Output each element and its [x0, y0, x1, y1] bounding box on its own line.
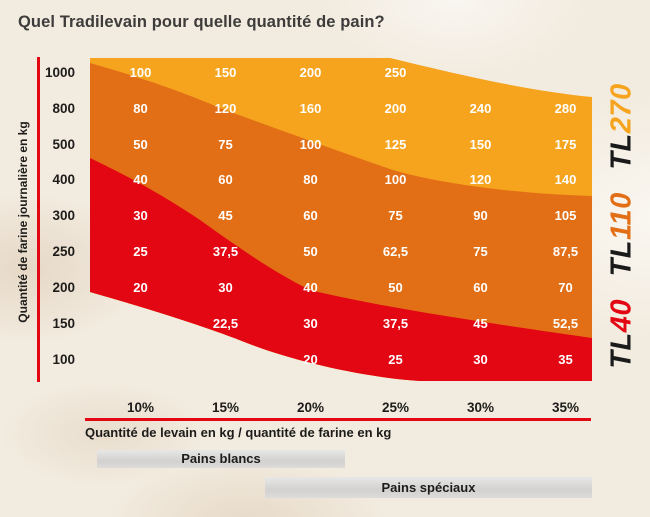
matrix-cell: 80	[133, 101, 148, 116]
product-tl40: TL40	[606, 299, 638, 369]
value-row: 22,5 30 37,5 45 52,5	[98, 315, 608, 333]
product-tl110: TL110	[606, 192, 638, 276]
legend-pains-blancs: Pains blancs	[97, 450, 345, 468]
matrix-cell: 60	[303, 208, 318, 223]
matrix-cell: 37,5	[212, 244, 239, 259]
matrix-cell: 125	[384, 137, 407, 152]
value-row: 20 30 40 50 60 70	[98, 279, 608, 297]
value-row: 30 45 60 75 90 105	[98, 207, 608, 225]
y-axis-label: 100	[52, 352, 75, 367]
product-tl270: TL270	[606, 83, 638, 169]
value-row: 25 37,5 50 62,5 75 87,5	[98, 243, 608, 261]
matrix-cell: 120	[469, 172, 492, 187]
matrix-cell: 75	[388, 208, 403, 223]
matrix-cell: 100	[129, 65, 152, 80]
matrix-cell: 30	[473, 352, 488, 367]
matrix-cell	[523, 64, 608, 82]
matrix-cell: 22,5	[212, 316, 239, 331]
x-axis-label: 25%	[381, 400, 410, 415]
matrix-cell: 250	[384, 65, 407, 80]
matrix-cell: 62,5	[382, 244, 409, 259]
matrix-cell: 280	[554, 101, 577, 116]
x-axis-label: 20%	[296, 400, 325, 415]
product-number: 110	[605, 192, 638, 240]
product-number: 40	[605, 298, 638, 333]
matrix-cell: 45	[218, 208, 233, 223]
matrix-cell: 100	[299, 137, 322, 152]
matrix-cell: 150	[214, 65, 237, 80]
matrix-cell	[183, 351, 268, 369]
product-prefix: TL	[605, 332, 638, 369]
matrix-cell: 50	[303, 244, 318, 259]
matrix-cell: 240	[469, 101, 492, 116]
x-axis-label: 10%	[126, 400, 155, 415]
product-prefix: TL	[605, 133, 638, 170]
y-axis-label: 150	[52, 316, 75, 331]
matrix-cell: 52,5	[552, 316, 579, 331]
matrix-cell: 30	[303, 316, 318, 331]
matrix-cell: 45	[473, 316, 488, 331]
matrix-cell: 30	[133, 208, 148, 223]
matrix-cell: 75	[473, 244, 488, 259]
matrix-cell: 30	[218, 280, 233, 295]
matrix-cell: 25	[133, 244, 148, 259]
y-axis-label: 400	[52, 172, 75, 187]
matrix-cell: 20	[303, 352, 318, 367]
matrix-cell: 175	[554, 137, 577, 152]
matrix-cell: 35	[558, 352, 573, 367]
y-axis-label: 1000	[44, 65, 75, 80]
x-axis-line	[85, 418, 591, 421]
matrix-cell: 40	[303, 280, 318, 295]
y-axis-label: 200	[52, 280, 75, 295]
matrix-cell: 75	[218, 137, 233, 152]
matrix-cell	[98, 315, 183, 333]
matrix-cell: 200	[299, 65, 322, 80]
matrix-cell: 120	[214, 101, 237, 116]
matrix-cell: 105	[554, 208, 577, 223]
y-axis-label: 500	[52, 137, 75, 152]
x-axis-title: Quantité de levain en kg / quantité de f…	[85, 425, 392, 440]
x-axis-label: 15%	[211, 400, 240, 415]
page-title: Quel Tradilevain pour quelle quantité de…	[18, 13, 385, 31]
matrix-cell: 50	[133, 137, 148, 152]
x-axis-labels: 10% 15% 20% 25% 30% 35%	[98, 399, 608, 417]
y-axis-line	[37, 57, 40, 382]
matrix-cell: 60	[218, 172, 233, 187]
matrix-cell: 37,5	[382, 316, 409, 331]
matrix-cell: 40	[133, 172, 148, 187]
matrix-cell: 87,5	[552, 244, 579, 259]
legend-pains-speciaux: Pains spéciaux	[265, 477, 592, 498]
matrix-cell: 60	[473, 280, 488, 295]
x-axis-label: 35%	[551, 400, 580, 415]
y-axis-label: 250	[52, 244, 75, 259]
value-row: 20 25 30 35	[98, 351, 608, 369]
value-row: 80 120 160 200 240 280	[98, 100, 608, 118]
matrix-cell: 20	[133, 280, 148, 295]
matrix-cell: 140	[554, 172, 577, 187]
matrix-cell: 150	[469, 137, 492, 152]
matrix-cell: 70	[558, 280, 573, 295]
x-axis-label: 30%	[466, 400, 495, 415]
matrix-cell: 50	[388, 280, 403, 295]
matrix-cell: 80	[303, 172, 318, 187]
matrix-cell	[438, 64, 523, 82]
product-prefix: TL	[605, 239, 638, 277]
matrix-cell: 200	[384, 101, 407, 116]
matrix-cell: 100	[384, 172, 407, 187]
matrix-cell: 25	[388, 352, 403, 367]
matrix-cell: 90	[473, 208, 488, 223]
matrix-cell: 160	[299, 101, 322, 116]
y-axis-label: 300	[52, 208, 75, 223]
value-row: 100 150 200 250	[98, 64, 608, 82]
value-row: 50 75 100 125 150 175	[98, 136, 608, 154]
product-number: 270	[605, 83, 638, 134]
product-names-vertical: TL40 TL110 TL270	[603, 54, 641, 399]
value-row: 40 60 80 100 120 140	[98, 171, 608, 189]
y-axis-label: 800	[52, 101, 75, 116]
matrix-cell	[98, 351, 183, 369]
